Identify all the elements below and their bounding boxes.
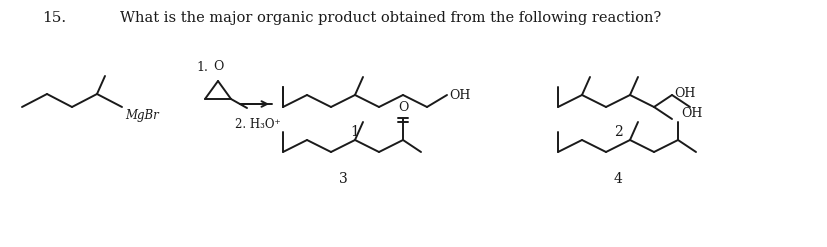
Text: OH: OH (448, 88, 470, 102)
Text: MgBr: MgBr (125, 109, 159, 122)
Text: 1: 1 (350, 125, 359, 139)
Text: What is the major organic product obtained from the following reaction?: What is the major organic product obtain… (120, 11, 661, 25)
Text: O: O (213, 60, 223, 73)
Text: OH: OH (673, 86, 695, 100)
Text: 1.: 1. (196, 61, 208, 74)
Text: O: O (397, 101, 408, 114)
Text: 15.: 15. (42, 11, 66, 25)
Text: 2: 2 (613, 125, 622, 139)
Text: 2. H₃O⁺: 2. H₃O⁺ (235, 118, 280, 131)
Text: 4: 4 (613, 172, 622, 186)
Text: OH: OH (680, 107, 701, 120)
Text: 3: 3 (338, 172, 347, 186)
